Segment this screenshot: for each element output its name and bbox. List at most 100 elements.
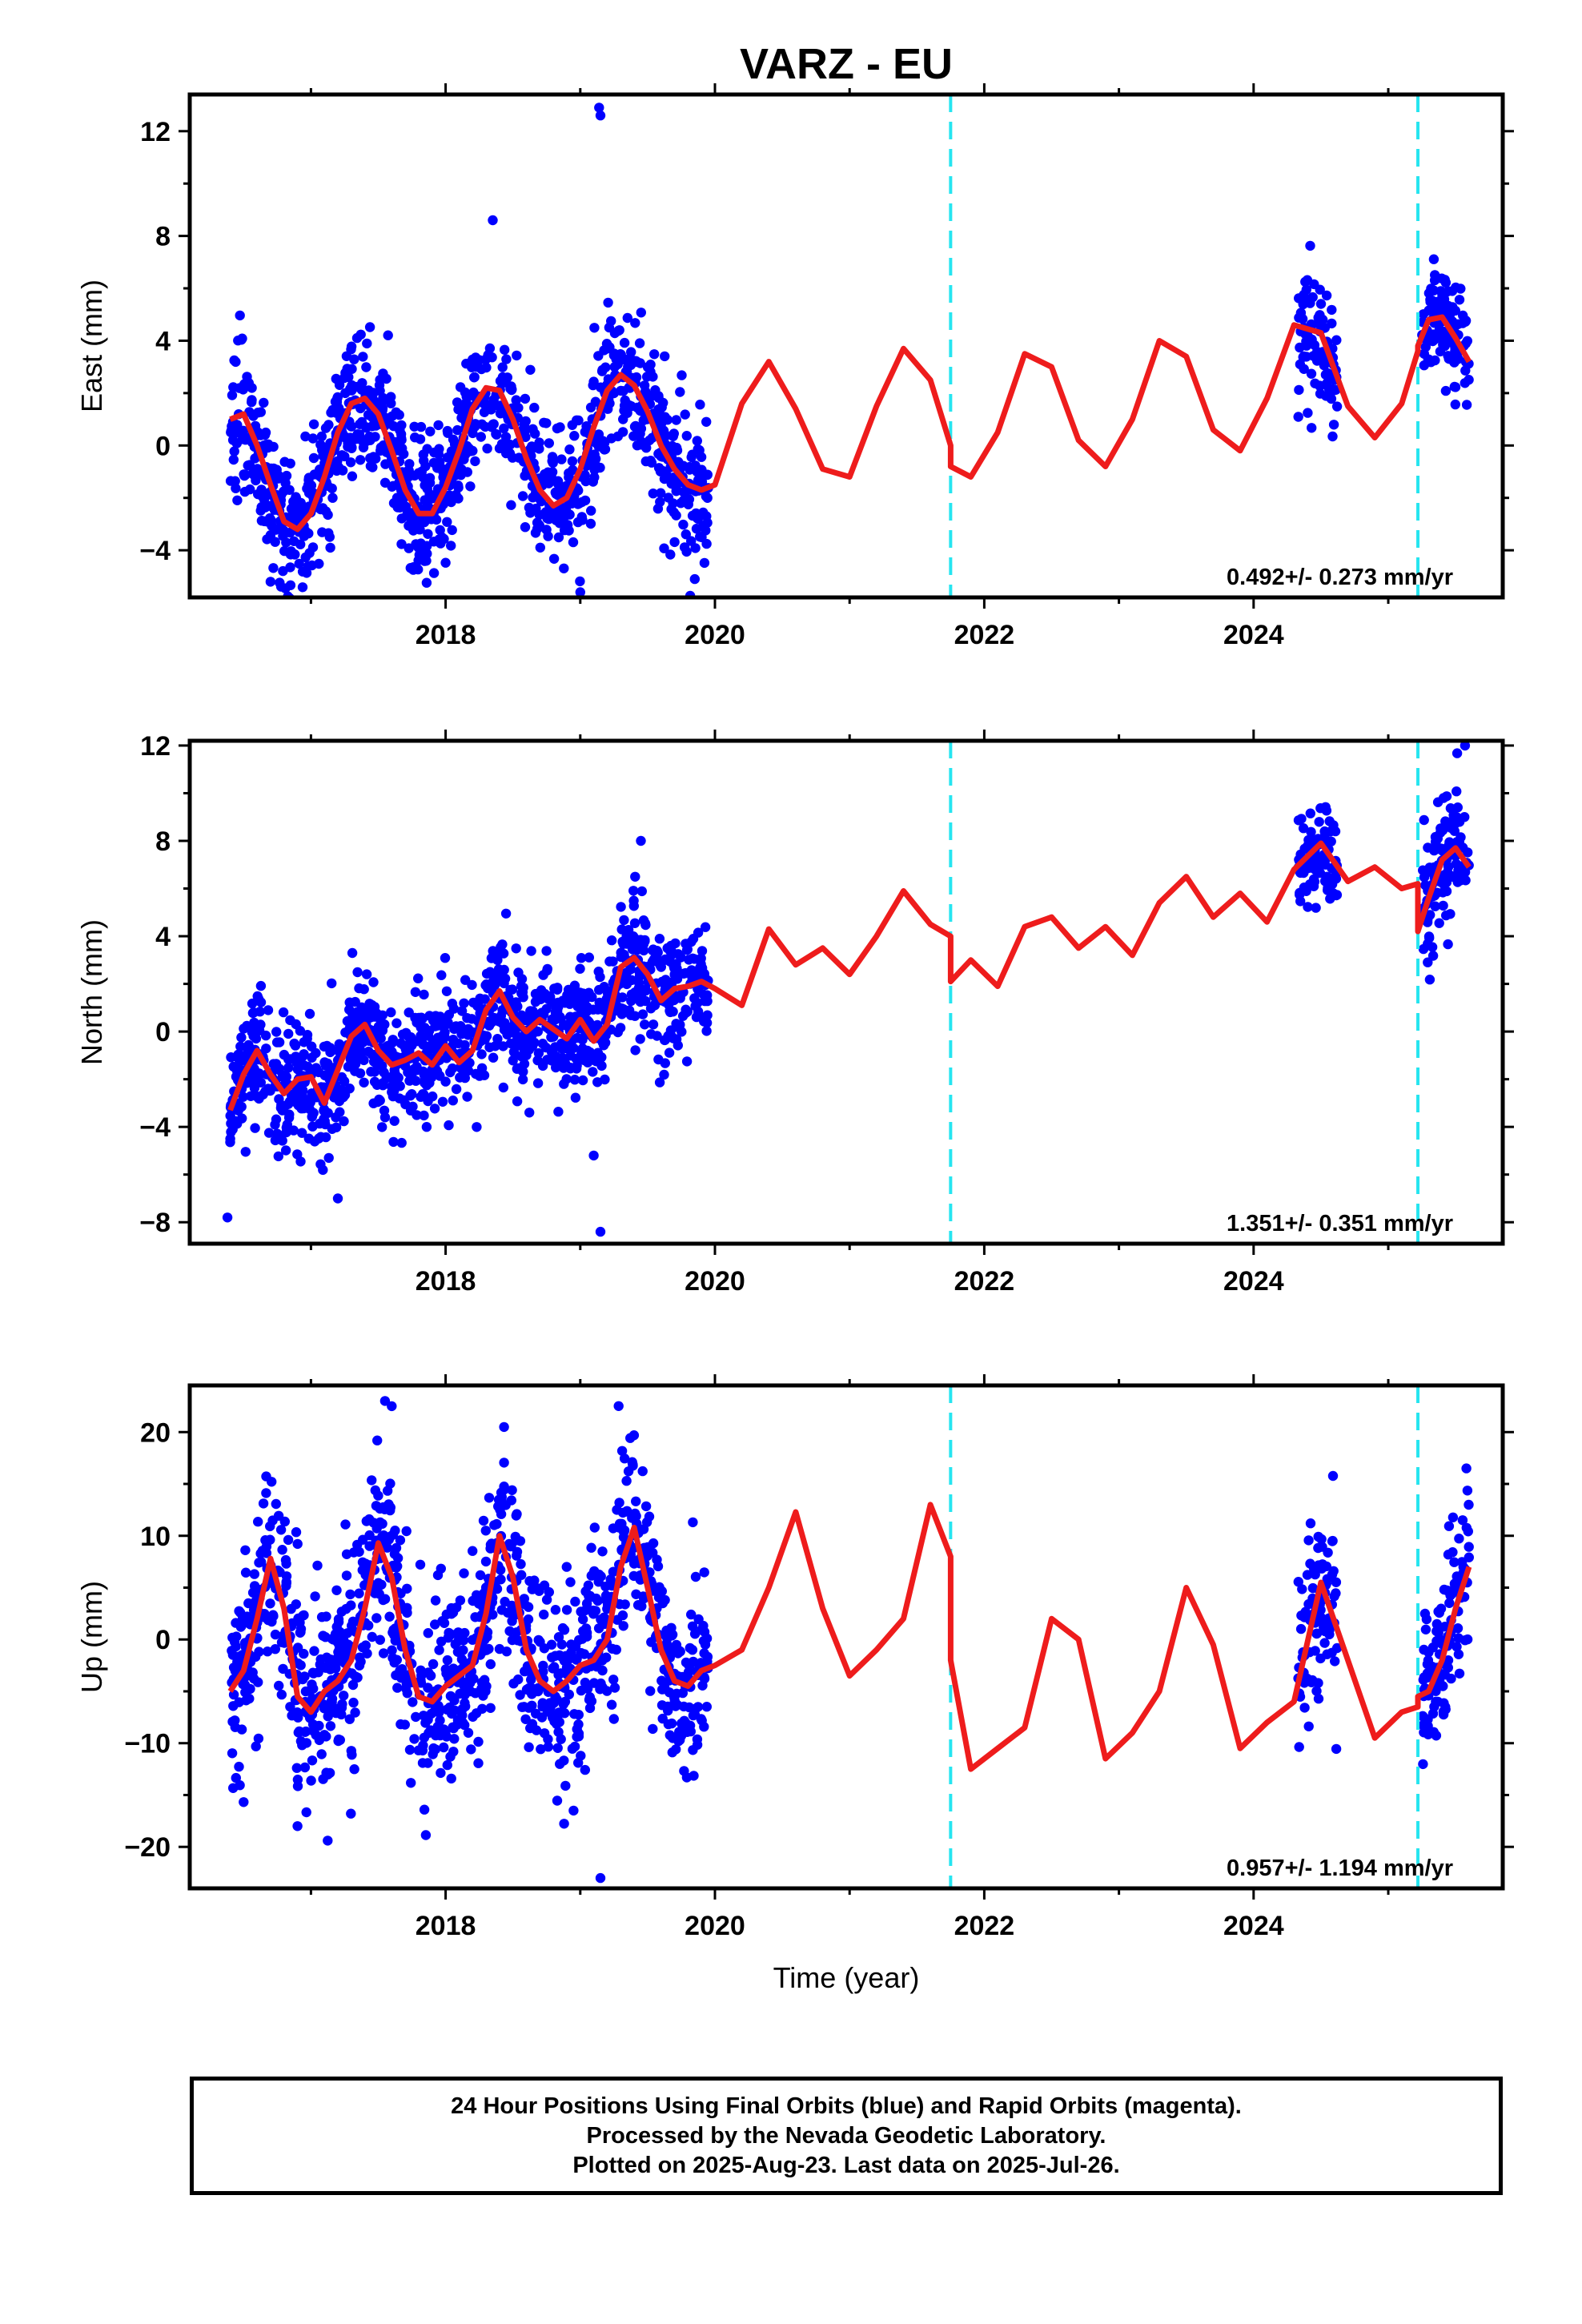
up-point [524,1683,534,1694]
north-point [250,1123,260,1133]
up-point [559,1755,569,1766]
north-point [631,992,641,1003]
up-point [396,1719,406,1730]
east-point [525,508,536,518]
north-point [375,1033,386,1044]
up-point [439,1742,449,1753]
east-outlier-point [595,111,606,121]
north-point [400,1099,411,1110]
up-point [325,1664,335,1675]
up-point [1453,1633,1464,1643]
east-point [231,483,241,493]
east-point [270,537,280,547]
north-point [396,1137,407,1148]
up-point [1462,1634,1473,1645]
north-point [268,1059,279,1069]
up-point [276,1637,287,1647]
east-point [378,368,388,379]
up-point [1293,1577,1304,1587]
up-point [267,1477,277,1487]
up-point [415,1559,426,1570]
east-point [307,433,319,444]
up-point [316,1749,327,1759]
up-point [1443,1550,1454,1560]
up-point [442,1759,452,1771]
up-point [258,1498,269,1509]
north-point [249,1017,259,1028]
up-point [699,1567,709,1578]
east-point [1460,365,1471,376]
east-point [442,517,452,527]
east-point [323,509,333,521]
north-point [551,1062,561,1073]
east-outlier-point [265,577,276,587]
east-point [415,547,426,557]
north-point [628,937,638,947]
up-point [616,1445,628,1457]
north-point [1320,802,1331,812]
east-point [635,440,646,450]
up-outlier-point [387,1401,397,1412]
up-point [234,1761,244,1772]
east-point [602,344,612,354]
north-point [319,1041,330,1052]
east-y-tick-label: 4 [155,326,171,356]
north-outlier-point [588,1150,599,1161]
footer-line-1: 24 Hour Positions Using Final Orbits (bl… [451,2093,1242,2119]
up-point [227,1716,238,1727]
up-point [444,1627,454,1638]
east-point [247,383,257,393]
north-point [1299,883,1310,893]
up-point [227,1632,238,1643]
north-point [1331,874,1342,884]
up-point [478,1515,489,1526]
north-point [429,1104,440,1114]
up-point [652,1554,662,1565]
north-point [227,1116,237,1127]
north-point [236,1032,247,1043]
east-point [507,384,517,395]
north-point [416,1012,427,1023]
east-x-tick-label: 2018 [416,620,476,650]
north-point [629,918,640,929]
east-point [1438,340,1448,350]
east-point [374,380,385,391]
up-point [465,1671,476,1682]
east-point [585,402,596,412]
north-point [441,986,452,997]
north-point [1303,841,1313,851]
east-point [253,489,263,500]
up-point [383,1534,394,1545]
up-point [378,1648,389,1659]
north-point [688,953,698,964]
east-point [1445,337,1456,348]
north-point [659,1069,669,1080]
east-point [687,449,697,460]
north-point [1322,871,1332,883]
up-point [676,1731,687,1741]
east-outlier-point [488,215,498,226]
up-point [385,1502,396,1513]
east-point [458,400,468,411]
north-point [387,1050,398,1061]
up-point [367,1475,377,1486]
east-point [701,511,712,521]
east-point [606,433,616,444]
up-point [274,1680,284,1691]
up-point [300,1726,311,1737]
east-point [569,431,580,441]
north-point [488,946,498,956]
north-point [635,1034,645,1044]
up-point [323,1835,333,1846]
east-point [544,438,554,448]
east-point [303,488,315,498]
up-point [556,1734,566,1744]
north-point [604,956,615,967]
east-point [671,415,681,425]
up-point [1311,1628,1323,1639]
east-point [443,428,453,438]
up-point [227,1748,238,1759]
up-y-tick-label: −10 [124,1729,171,1759]
north-point [530,996,541,1007]
up-point [1449,1557,1460,1567]
